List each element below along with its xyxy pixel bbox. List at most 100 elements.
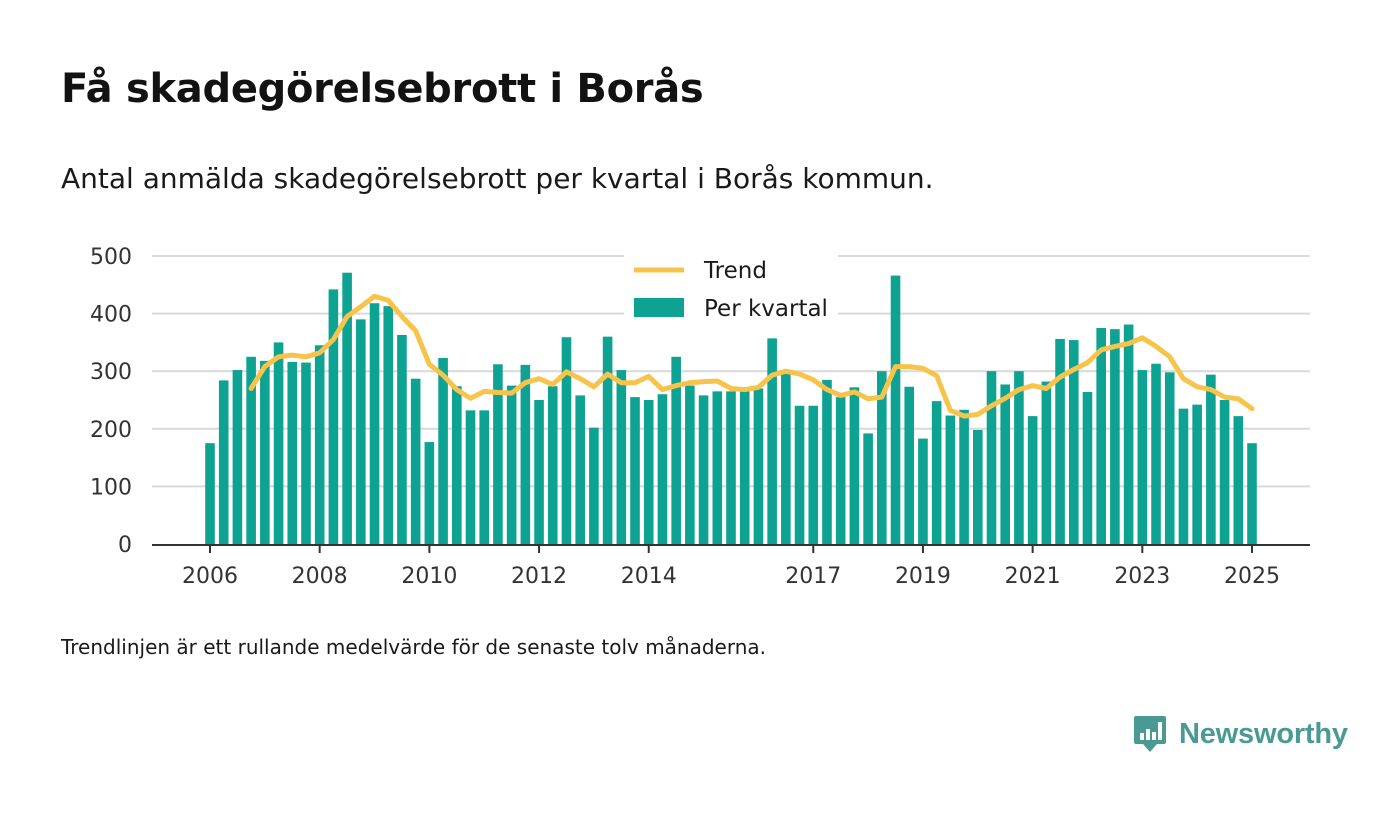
footnote: Trendlinjen är ett rullande medelvärde f… xyxy=(61,635,767,659)
bar xyxy=(931,401,942,544)
legend-bar-label: Per kvartal xyxy=(704,296,828,322)
bars xyxy=(205,272,1257,544)
bar xyxy=(959,409,969,544)
y-tick-label: 200 xyxy=(90,418,132,443)
brand: Newsworthy xyxy=(1133,712,1348,756)
x-tick-label: 2025 xyxy=(1224,564,1280,589)
bar xyxy=(328,289,339,544)
bar xyxy=(273,342,284,544)
x-axis-ticks: 2006 2008 2010 2012 2014 2017 2019 2021 2023 2025 xyxy=(182,545,1280,589)
bar xyxy=(972,429,983,544)
x-tick-label: 2023 xyxy=(1114,564,1170,589)
x-tick-label: 2006 xyxy=(182,564,238,589)
bar xyxy=(1110,329,1120,544)
bar xyxy=(1247,443,1257,544)
bar xyxy=(726,391,736,544)
bar xyxy=(904,386,915,544)
bar xyxy=(918,438,928,544)
bar xyxy=(657,394,668,544)
bar xyxy=(301,362,311,544)
bar xyxy=(479,410,490,544)
bar xyxy=(849,387,860,544)
x-tick-label: 2017 xyxy=(785,564,841,589)
bar xyxy=(493,364,503,544)
bar xyxy=(1206,374,1216,544)
bar xyxy=(465,410,476,544)
bar xyxy=(822,379,832,544)
bar xyxy=(314,345,325,544)
x-tick-label: 2014 xyxy=(621,564,677,589)
bar xyxy=(698,395,709,544)
bar xyxy=(753,388,764,544)
bar xyxy=(1164,372,1175,544)
bar xyxy=(438,357,448,544)
y-tick-label: 100 xyxy=(90,475,132,500)
bar xyxy=(1041,381,1052,544)
chart: 0 100 200 300 400 500 2006 2008 2010 2012 2014 201… xyxy=(90,245,1310,589)
bar xyxy=(383,306,394,544)
bar xyxy=(781,372,791,544)
bar xyxy=(232,370,243,544)
bar xyxy=(575,395,585,544)
bar xyxy=(712,391,723,544)
bar xyxy=(451,386,462,544)
bar xyxy=(287,361,298,544)
bar xyxy=(630,397,640,544)
bar xyxy=(808,405,819,544)
bar xyxy=(547,386,558,544)
bar xyxy=(1000,384,1011,544)
brand-name: Newsworthy xyxy=(1179,717,1348,750)
bar xyxy=(369,303,380,544)
bar xyxy=(1178,408,1189,544)
bar xyxy=(1014,371,1024,544)
bar xyxy=(616,370,627,544)
bar xyxy=(643,400,654,544)
bar xyxy=(246,356,256,544)
bar xyxy=(671,356,681,544)
bar xyxy=(1137,370,1148,544)
bar xyxy=(260,360,270,544)
x-tick-label: 2008 xyxy=(292,564,348,589)
newsworthy-logo-icon xyxy=(1134,716,1166,752)
x-tick-label: 2019 xyxy=(895,564,951,589)
legend: Trend Per kvartal xyxy=(624,252,838,322)
legend-trend-label: Trend xyxy=(703,258,767,284)
bar xyxy=(1096,328,1106,544)
bar xyxy=(561,337,572,544)
legend-bar-swatch xyxy=(634,298,684,317)
bar xyxy=(1123,324,1134,544)
bar xyxy=(602,336,613,544)
chart-title: Få skadegörelsebrott i Borås xyxy=(61,66,704,112)
bar xyxy=(410,378,421,544)
bar xyxy=(424,442,435,544)
bar xyxy=(835,397,846,544)
bar xyxy=(1055,338,1065,544)
bar xyxy=(1082,391,1093,544)
bar xyxy=(863,433,873,544)
trend-line xyxy=(248,293,1255,419)
x-tick-label: 2021 xyxy=(1005,564,1061,589)
x-tick-label: 2010 xyxy=(401,564,457,589)
bar xyxy=(1219,400,1230,544)
bar xyxy=(767,338,777,544)
bar xyxy=(794,405,805,544)
bar xyxy=(1151,363,1161,544)
bar xyxy=(534,400,544,544)
bar xyxy=(1068,340,1079,544)
bar xyxy=(1192,404,1202,544)
bar xyxy=(356,319,366,544)
y-tick-label: 500 xyxy=(90,245,132,270)
bar xyxy=(890,275,901,544)
bar xyxy=(589,427,599,544)
y-axis-ticks: 0 100 200 300 400 500 xyxy=(90,245,132,558)
bar xyxy=(397,334,407,544)
bar xyxy=(986,371,997,544)
bar xyxy=(945,415,956,544)
bar xyxy=(205,443,215,544)
bar xyxy=(218,380,229,544)
bar xyxy=(520,364,531,544)
bar xyxy=(342,272,352,544)
y-tick-label: 0 xyxy=(118,533,132,558)
bar xyxy=(877,371,887,544)
bar xyxy=(685,385,695,544)
